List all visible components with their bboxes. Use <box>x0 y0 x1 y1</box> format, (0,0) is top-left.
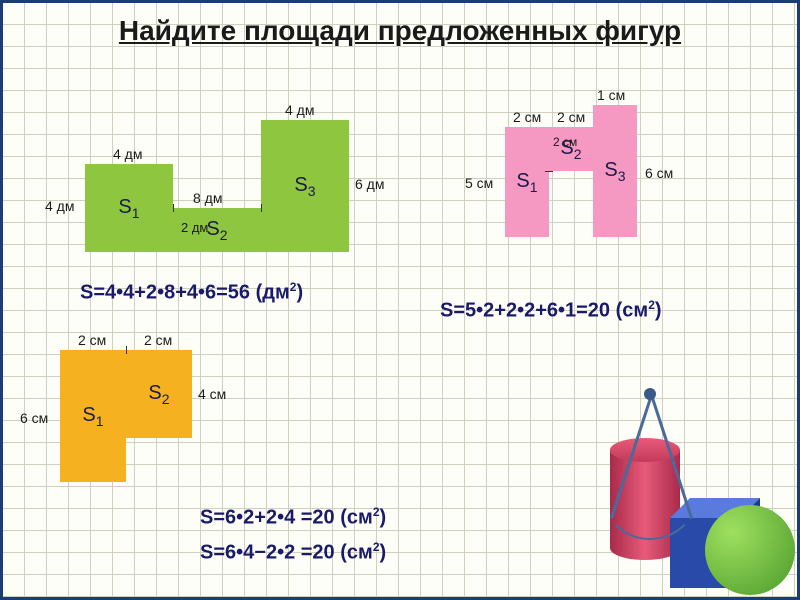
tick <box>261 204 262 212</box>
dim-label: 2 дм <box>181 220 208 235</box>
fig3-s2: S2 <box>126 350 192 438</box>
dim-label: 2 см <box>557 109 585 125</box>
dim-label: 8 дм <box>193 190 222 206</box>
fig1-s3: S3 <box>261 120 349 252</box>
dim-label: 2 см <box>553 135 577 149</box>
tick <box>126 346 127 354</box>
s-label: S3 <box>604 159 625 184</box>
dim-label: 6 дм <box>355 176 384 192</box>
tick <box>545 171 553 172</box>
dim-label: 2 см <box>513 109 541 125</box>
figure3-formula-1: S=6•2+2•4 =20 (см2) <box>200 505 386 530</box>
dim-label: 2 см <box>78 332 106 348</box>
figure-1: S1 S2 S3 4 дм 4 дм 8 дм 2 дм 4 дм 6 дм <box>85 120 349 252</box>
dim-label: 4 дм <box>45 198 74 214</box>
dim-label: 6 см <box>645 165 673 181</box>
page-title: Найдите площади предложенных фигур <box>0 15 800 47</box>
s-label: S1 <box>516 170 537 195</box>
dim-label: 6 см <box>20 410 48 426</box>
dim-label: 2 см <box>144 332 172 348</box>
figure1-formula: S=4•4+2•8+4•6=56 (дм2) <box>80 280 303 305</box>
dim-label: 4 дм <box>285 102 314 118</box>
dim-label: 1 см <box>597 87 625 103</box>
dim-label: 4 дм <box>113 146 142 162</box>
fig2-s1: S1 <box>505 127 549 237</box>
fig2-s3: S3 <box>593 105 637 237</box>
s-label: S1 <box>118 196 139 221</box>
dim-label: 4 см <box>198 386 226 402</box>
tick <box>173 204 174 212</box>
fig3-s1: S1 <box>60 350 126 482</box>
compass-icon <box>600 380 740 540</box>
s-label: S1 <box>82 404 103 429</box>
fig2-s2: S2 <box>549 127 593 171</box>
figure2-formula: S=5•2+2•2+6•1=20 (см2) <box>440 298 662 323</box>
dim-label: 5 см <box>465 175 493 191</box>
figure3-formula-2: S=6•4−2•2 =20 (см2) <box>200 540 386 565</box>
fig1-s1: S1 <box>85 164 173 252</box>
s-label: S2 <box>206 218 227 243</box>
figure-2: S1 S2 S3 5 см 2 см 2 см 2 см 1 см 6 см <box>505 105 615 237</box>
s-label: S2 <box>148 382 169 407</box>
figure-3: S1 S2 6 см 2 см 2 см 4 см <box>60 350 192 482</box>
s-label: S3 <box>294 174 315 199</box>
